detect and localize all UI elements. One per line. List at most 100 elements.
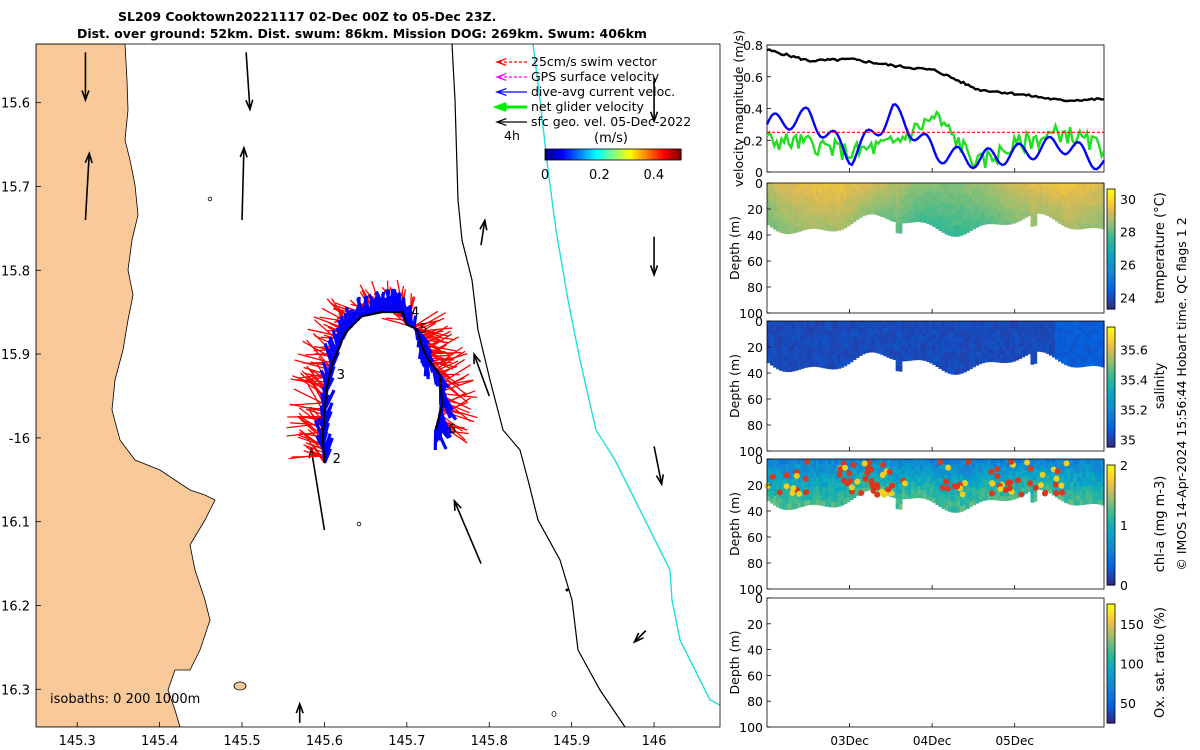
section-cell [831, 330, 835, 336]
section-cell [849, 353, 854, 359]
section-cell [898, 479, 903, 485]
current-vector [349, 309, 358, 323]
section-cell [1082, 205, 1087, 211]
section-cell [816, 486, 820, 492]
section-cell [1091, 352, 1096, 358]
section-cell [1030, 342, 1035, 348]
map-y-tick-label: 16.1 [1, 516, 30, 531]
section-cell [953, 496, 958, 503]
section-cell [993, 337, 998, 342]
section-cell [999, 195, 1004, 201]
section-cell [868, 186, 872, 190]
section-cell [920, 210, 924, 215]
section-cell [898, 469, 903, 475]
section-cell [941, 473, 946, 480]
section-cell [877, 478, 881, 483]
section-cell [849, 207, 854, 213]
section-cell [773, 468, 777, 474]
colorbar-cell [1107, 573, 1115, 577]
section-cell [822, 325, 826, 331]
chl-point [793, 472, 800, 479]
section-cell [895, 222, 900, 229]
section-cell [816, 205, 820, 211]
section-cell [923, 202, 927, 208]
section-cell [880, 334, 885, 339]
section-cell [861, 205, 866, 210]
section-cell [843, 347, 848, 353]
section-cell [785, 228, 790, 235]
section-cell [1042, 195, 1047, 200]
section-cell [996, 495, 1001, 501]
section-cell [1045, 465, 1050, 470]
section-cell [892, 198, 897, 203]
section-cell [920, 190, 924, 196]
section-cell [1015, 490, 1019, 495]
colorbar-cell [1107, 513, 1115, 517]
section-cell [926, 333, 930, 338]
section-cell [1030, 329, 1035, 335]
section-cell [812, 468, 817, 474]
section-cell [1030, 493, 1035, 499]
section-cell [886, 349, 891, 355]
colorbar-cell [1107, 381, 1115, 385]
section-cell [892, 489, 897, 495]
section-cell [929, 203, 934, 209]
section-cell [1097, 494, 1102, 501]
section-cell [1018, 485, 1022, 490]
section-cell [770, 209, 774, 215]
section-cell [828, 359, 832, 365]
section-cell [819, 477, 823, 483]
section-cell [1082, 210, 1087, 216]
section-cell [1012, 333, 1016, 338]
section-cell [981, 354, 986, 359]
section-cell [791, 212, 796, 219]
section-cell [910, 466, 915, 472]
section-cell [960, 219, 964, 226]
section-cell [1082, 192, 1087, 198]
section-cell [788, 366, 793, 373]
swim-vector [412, 310, 439, 328]
section-cell [855, 473, 860, 478]
section-cell [917, 340, 921, 345]
section-cell [920, 217, 924, 223]
section-cell [1033, 492, 1038, 498]
section-cell [877, 337, 881, 341]
colorbar-cell [1107, 621, 1115, 626]
section-cell [837, 220, 842, 227]
section-cell [1058, 471, 1062, 476]
section-cell [1039, 330, 1044, 334]
section-cell [1073, 210, 1078, 216]
section-cell [797, 221, 802, 227]
section-cell [1012, 479, 1016, 484]
chl-point [1015, 477, 1022, 484]
section-cell [1042, 477, 1047, 482]
section-cell [932, 187, 937, 193]
section-cell [776, 463, 780, 470]
section-cell [806, 352, 811, 359]
section-cell [1033, 342, 1038, 347]
section-cell [849, 183, 854, 188]
section-cell [960, 347, 964, 353]
section-cell [996, 219, 1001, 225]
section-cell [877, 340, 881, 345]
depth-tick-label: 100 [739, 720, 763, 735]
section-cell [999, 333, 1004, 339]
section-cell [1070, 325, 1074, 331]
section-cell [984, 459, 989, 464]
colorbar-title: Ox. sat. ratio (%) [1153, 607, 1168, 718]
section-cell [831, 463, 835, 470]
section-cell [932, 191, 937, 197]
section-cell [809, 459, 814, 465]
section-cell [1097, 343, 1102, 349]
section-cell [803, 192, 808, 198]
colorbar-cell [1107, 342, 1115, 346]
section-cell [938, 211, 943, 217]
section-cell [794, 459, 799, 465]
colorbar-tick: 0.4 [643, 168, 664, 183]
section-cell [1012, 495, 1016, 500]
colorbar-tick: 0.2 [589, 168, 610, 183]
section-cell [1100, 348, 1105, 354]
section-cell [800, 492, 805, 498]
section-cell [770, 204, 774, 210]
